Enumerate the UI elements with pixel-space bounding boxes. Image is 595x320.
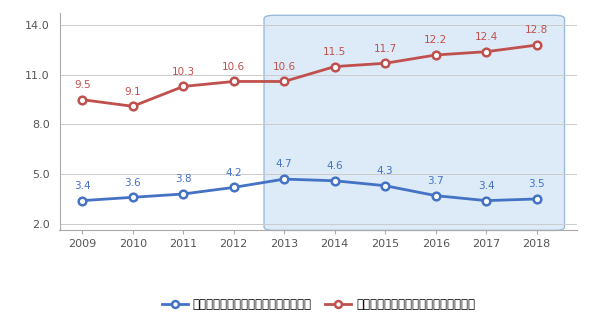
Text: 12.2: 12.2 [424,35,447,45]
大企楮の特許権保有期間（単位：年） [230,80,237,84]
Text: 4.7: 4.7 [276,159,293,169]
Text: 4.3: 4.3 [377,166,393,176]
大企楮の特許権保有期間（単位：年） [79,98,86,101]
大企楮の特許権保有期間（単位：年） [381,61,389,65]
Text: 9.1: 9.1 [124,87,141,97]
Text: 12.8: 12.8 [525,25,549,35]
大企楮の特許出願件数（単位：万件） [331,179,339,183]
Text: 3.7: 3.7 [427,176,444,186]
Text: 12.4: 12.4 [475,32,498,42]
大企楮の特許出願件数（単位：万件） [230,186,237,189]
大企楮の特許出願件数（単位：万件） [432,194,439,197]
Line: 大企楮の特許出願件数（単位：万件）: 大企楮の特許出願件数（単位：万件） [79,175,541,204]
大企楮の特許出願件数（単位：万件） [281,177,288,181]
大企楮の特許出願件数（単位：万件） [180,192,187,196]
Text: 10.3: 10.3 [172,67,195,77]
大企楮の特許出願件数（単位：万件） [79,199,86,203]
Text: 11.7: 11.7 [374,44,397,53]
Text: 4.2: 4.2 [226,168,242,178]
Legend: 大企楮の特許出願件数（単位：万件）, 大企楮の特許権保有期間（単位：年）: 大企楮の特許出願件数（単位：万件）, 大企楮の特許権保有期間（単位：年） [157,293,480,316]
Text: 9.5: 9.5 [74,80,90,90]
大企楮の特許権保有期間（単位：年） [483,50,490,54]
FancyBboxPatch shape [264,15,565,230]
Text: 11.5: 11.5 [323,47,346,57]
Text: 3.8: 3.8 [175,174,192,184]
Line: 大企楮の特許権保有期間（単位：年）: 大企楮の特許権保有期間（単位：年） [79,41,541,110]
Text: 10.6: 10.6 [222,62,245,72]
Text: 3.4: 3.4 [478,181,494,191]
大企楮の特許権保有期間（単位：年） [180,84,187,88]
Text: 3.5: 3.5 [528,179,545,189]
大企楮の特許出願件数（単位：万件） [129,196,136,199]
大企楮の特許権保有期間（単位：年） [331,65,339,68]
大企楮の特許出願件数（単位：万件） [533,197,540,201]
大企楮の特許出願件数（単位：万件） [381,184,389,188]
大企楮の特許権保有期間（単位：年） [432,53,439,57]
大企楮の特許権保有期間（単位：年） [129,104,136,108]
大企楮の特許権保有期間（単位：年） [533,43,540,47]
Text: 3.4: 3.4 [74,181,90,191]
大企楮の特許権保有期間（単位：年） [281,80,288,84]
Text: 10.6: 10.6 [273,62,296,72]
大企楮の特許出願件数（単位：万件） [483,199,490,203]
Text: 3.6: 3.6 [124,178,141,188]
Text: 4.6: 4.6 [327,161,343,171]
